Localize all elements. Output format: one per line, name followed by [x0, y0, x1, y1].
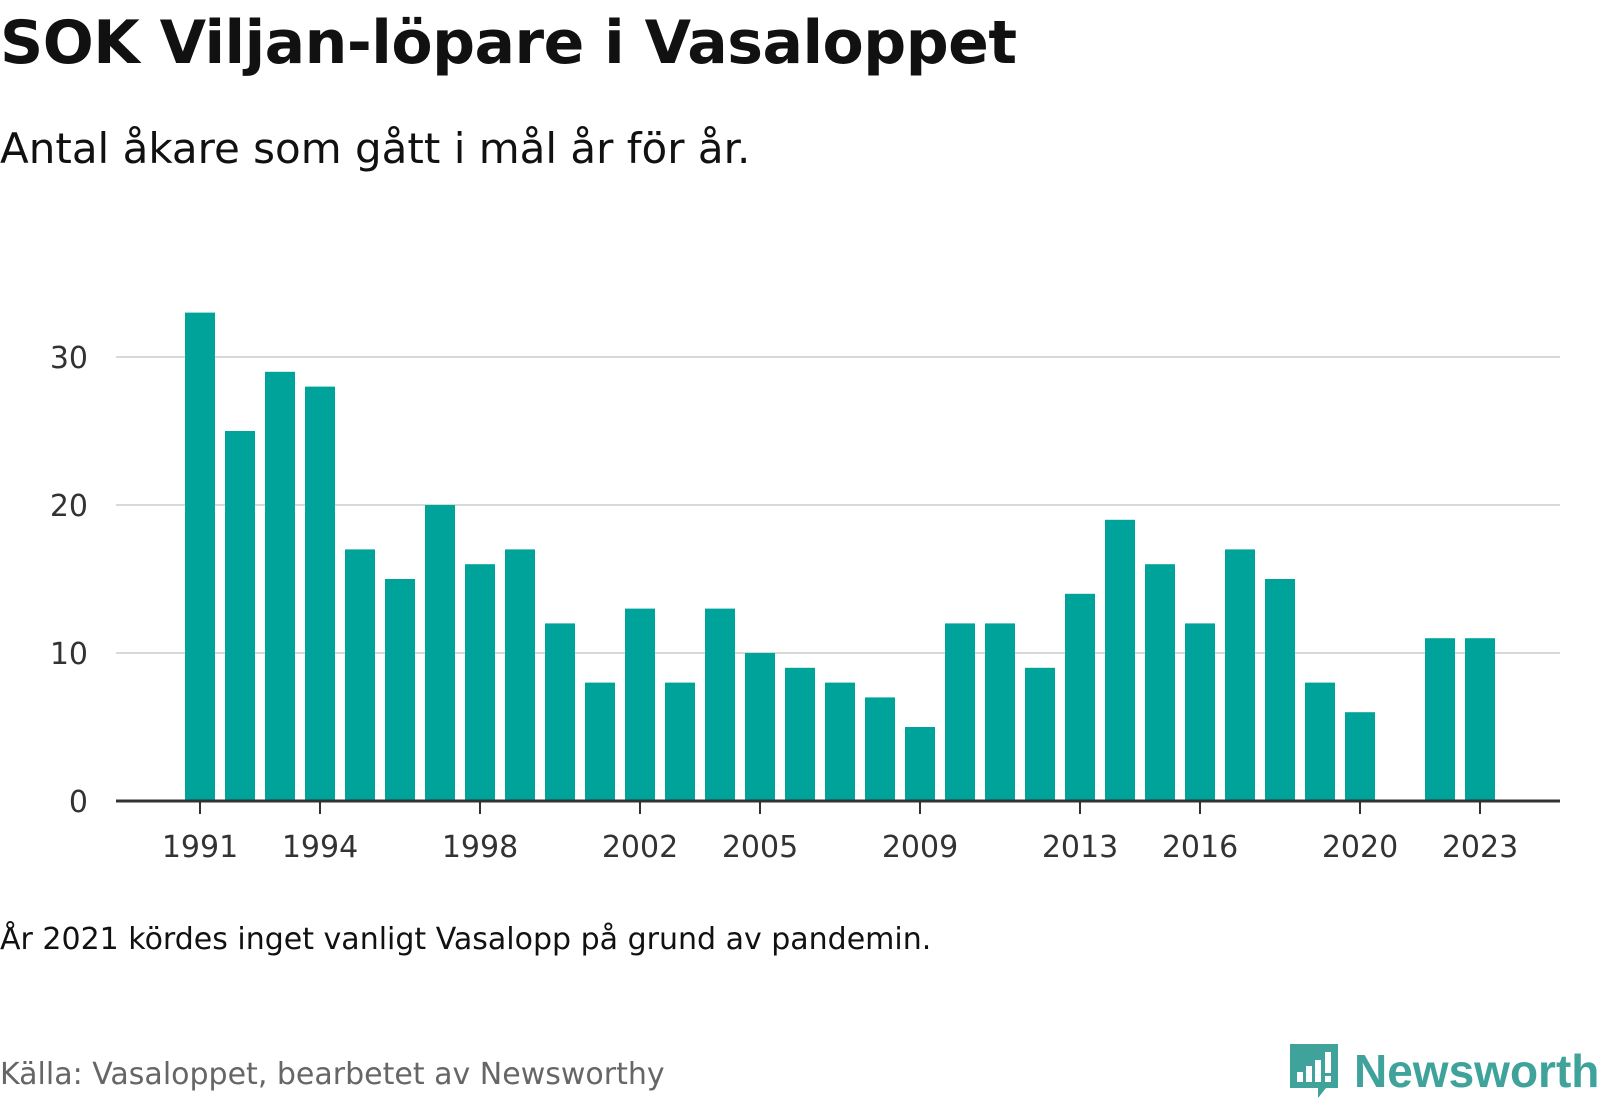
bar-2018	[1265, 579, 1295, 801]
x-tick-label: 1998	[442, 830, 518, 865]
bar-1998	[465, 564, 495, 801]
axes: 0 10 20 30 1991 1994 1998 2002 2005 2009 2013 2016 2…	[50, 341, 1560, 865]
x-tick-label: 2023	[1442, 830, 1518, 865]
y-tick-label: 0	[69, 785, 88, 820]
bar-2005	[745, 653, 775, 801]
logo-text: Newsworthy	[1354, 1045, 1600, 1097]
bars	[185, 312, 1495, 801]
bar-1991	[185, 312, 215, 801]
bar-2003	[665, 682, 695, 801]
bar-1992	[225, 431, 255, 801]
bar-chart: 0 10 20 30 1991 1994 1998 2002 2005 2009 2013 2016 2…	[50, 312, 1560, 865]
bar-2017	[1225, 549, 1255, 801]
bar-2008	[865, 697, 895, 801]
bar-2016	[1185, 623, 1215, 801]
bar-2019	[1305, 682, 1335, 801]
x-tick-label: 2002	[602, 830, 678, 865]
x-tick-label: 2005	[722, 830, 798, 865]
bar-1996	[385, 579, 415, 801]
bar-2006	[785, 667, 815, 801]
chart-title: SOK Viljan-löpare i Vasaloppet	[0, 8, 1017, 78]
x-tick-label: 2020	[1322, 830, 1398, 865]
x-tick-label: 2013	[1042, 830, 1118, 865]
bar-1997	[425, 505, 455, 801]
x-tick-label: 1991	[162, 830, 238, 865]
y-tick-label: 20	[50, 489, 88, 524]
source-credit: Källa: Vasaloppet, bearbetet av Newswort…	[0, 1057, 665, 1092]
bar-2022	[1425, 638, 1455, 801]
newsworthy-logo-icon	[1290, 1044, 1338, 1098]
x-tick-label: 1994	[282, 830, 358, 865]
bar-2014	[1105, 519, 1135, 801]
bar-2000	[545, 623, 575, 801]
bar-2009	[905, 727, 935, 801]
footnote: År 2021 kördes inget vanligt Vasalopp på…	[0, 922, 932, 957]
y-tick-label: 10	[50, 637, 88, 672]
x-tick-label: 2009	[882, 830, 958, 865]
newsworthy-logo: Newsworthy	[1288, 1040, 1600, 1102]
bar-1994	[305, 386, 335, 801]
bar-1999	[505, 549, 535, 801]
bar-1995	[345, 549, 375, 801]
bar-2020	[1345, 712, 1375, 801]
bar-2011	[985, 623, 1015, 801]
bar-2013	[1065, 593, 1095, 801]
bar-2023	[1465, 638, 1495, 801]
bar-2007	[825, 682, 855, 801]
y-tick-label: 30	[50, 341, 88, 376]
bar-2002	[625, 608, 655, 801]
bar-2010	[945, 623, 975, 801]
bar-2012	[1025, 667, 1055, 801]
bar-2015	[1145, 564, 1175, 801]
bar-1993	[265, 371, 295, 801]
chart-subtitle: Antal åkare som gått i mål år för år.	[0, 124, 751, 173]
x-tick-label: 2016	[1162, 830, 1238, 865]
bar-2001	[585, 682, 615, 801]
bar-2004	[705, 608, 735, 801]
